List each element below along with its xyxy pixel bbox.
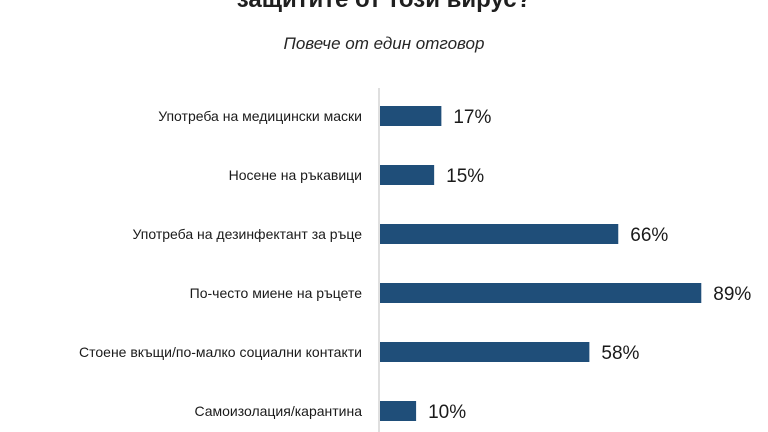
category-label: Самоизолация/карантина <box>194 403 362 419</box>
chart-subtitle: Повече от един отговор <box>283 34 485 53</box>
category-label: Носене на ръкавици <box>229 167 362 183</box>
value-label: 15% <box>446 166 484 187</box>
bar <box>380 342 590 362</box>
bar <box>380 283 702 303</box>
bar <box>380 224 619 244</box>
category-label: Употреба на дезинфектант за ръце <box>133 226 363 242</box>
category-label: Стоене вкъщи/по-малко социални контакти <box>79 344 362 360</box>
value-label: 58% <box>601 343 639 364</box>
value-label: 17% <box>453 107 491 128</box>
category-label: Употреба на медицински маски <box>158 108 362 124</box>
bar <box>380 401 417 421</box>
chart-title: защитите от този вирус? <box>0 0 768 14</box>
value-label: 10% <box>428 402 466 423</box>
value-label: 66% <box>630 225 668 246</box>
value-label: 89% <box>713 284 751 305</box>
category-label: По-често миене на ръцете <box>190 285 363 301</box>
bar <box>380 106 442 126</box>
bars-group: Употреба на медицински маски 17% Носене на… <box>79 106 751 423</box>
bar <box>380 165 435 185</box>
